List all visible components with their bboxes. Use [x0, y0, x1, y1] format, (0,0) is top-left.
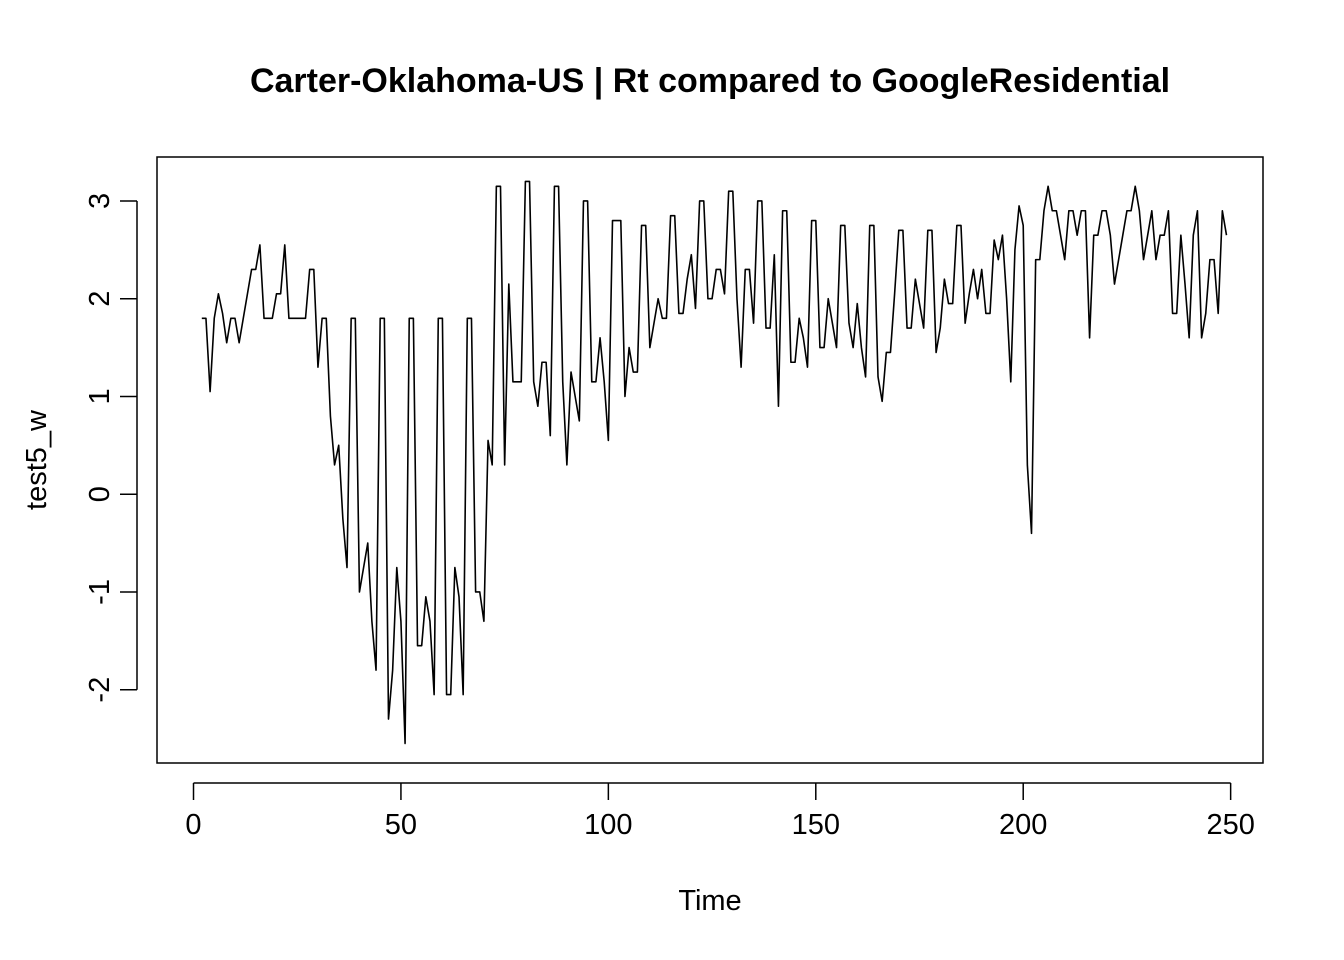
plot-box [156, 156, 1264, 764]
plot-area [201, 180, 1228, 745]
x-tick-label: 100 [584, 809, 632, 841]
x-axis: 0 50 100 150 200 250 [185, 782, 1255, 841]
x-tick-label: 0 [185, 809, 201, 841]
series-line-0 [201, 180, 1228, 745]
x-tick-label: 50 [385, 809, 417, 841]
y-axis-label: test5_w [21, 409, 53, 510]
y-axis: -2 -1 0 1 2 3 [84, 193, 138, 703]
y-tick-label: 0 [84, 486, 116, 502]
y-tick-label: -1 [84, 579, 116, 605]
chart-title: Carter-Oklahoma-US | Rt compared to Goog… [250, 62, 1170, 100]
y-tick-label: -2 [84, 677, 116, 703]
x-axis-label: Time [678, 885, 741, 917]
x-tick-label: 250 [1206, 809, 1254, 841]
y-tick-label: 3 [84, 193, 116, 209]
y-tick-label: 1 [84, 388, 116, 404]
x-tick-label: 150 [792, 809, 840, 841]
y-tick-label: 2 [84, 291, 116, 307]
x-tick-label: 200 [999, 809, 1047, 841]
